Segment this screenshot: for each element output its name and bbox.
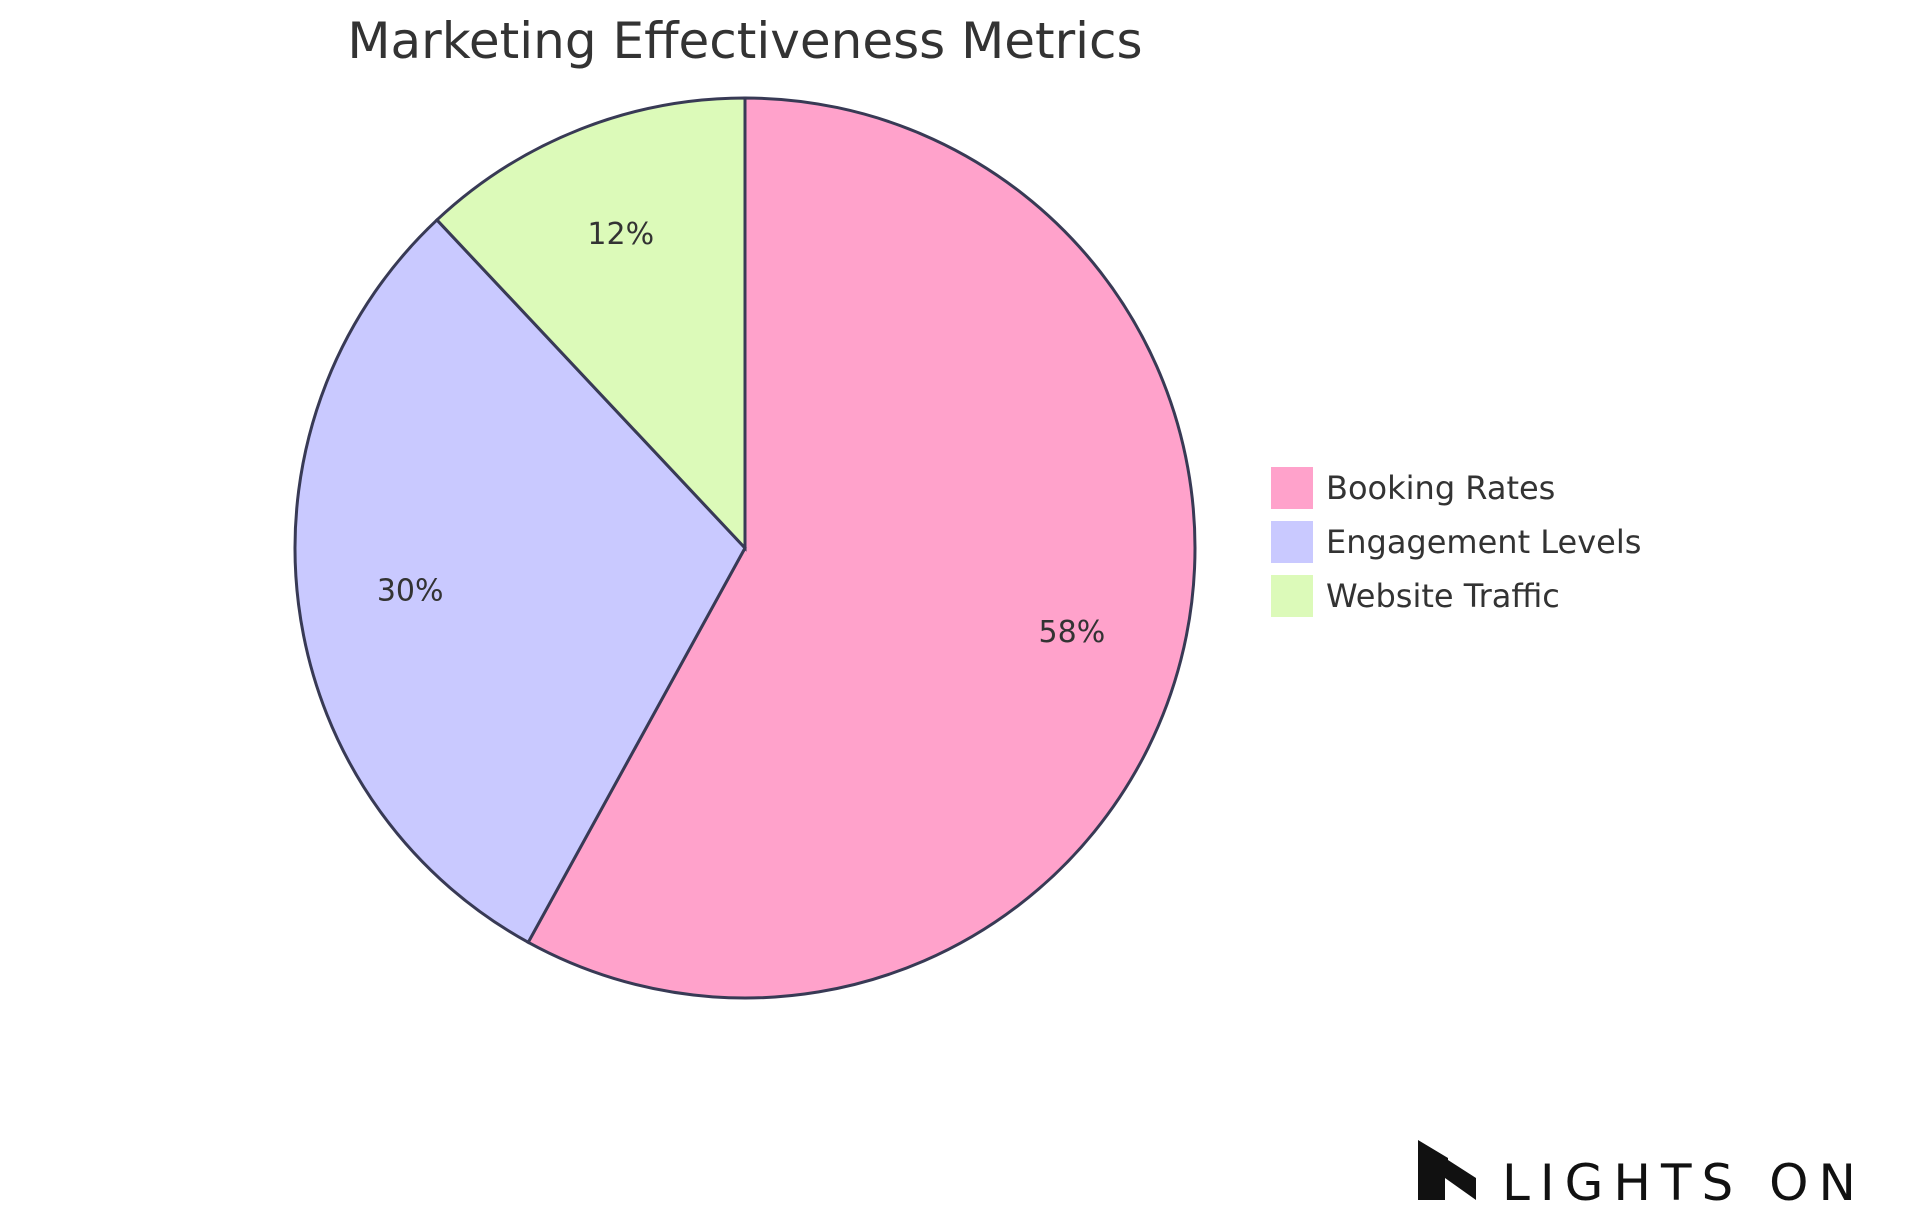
- slice-label: 12%: [587, 217, 654, 252]
- slice-label: 58%: [1039, 615, 1106, 650]
- pie-slices: [293, 96, 1197, 1000]
- slice-label: 30%: [377, 573, 444, 608]
- legend-label: Booking Rates: [1326, 469, 1555, 507]
- legend-swatch: [1269, 519, 1315, 565]
- legend-item: Booking Rates: [1269, 465, 1555, 511]
- legend-label: Engagement Levels: [1326, 523, 1641, 561]
- lights-on-logo-icon: [1418, 1140, 1476, 1200]
- legend-swatch: [1269, 573, 1315, 619]
- legend-item: Engagement Levels: [1269, 519, 1641, 565]
- pie-slice-labels: 58% 30% 12%: [377, 217, 1105, 650]
- pie-slice-website-traffic: [434, 96, 747, 552]
- pie-slice-booking-rates: [526, 96, 1197, 1000]
- legend-swatch: [1269, 465, 1315, 511]
- chart-title: Marketing Effectiveness Metrics: [347, 12, 1142, 70]
- brand-name: LIGHTS ON: [1502, 1154, 1866, 1212]
- legend-item: Website Traffic: [1269, 573, 1560, 619]
- legend: Booking Rates Engagement Levels Website Tr…: [1269, 465, 1641, 619]
- pie-slice-engagement-levels: [293, 217, 747, 945]
- legend-label: Website Traffic: [1326, 577, 1560, 615]
- brand-logo: LIGHTS ON: [1418, 1140, 1866, 1212]
